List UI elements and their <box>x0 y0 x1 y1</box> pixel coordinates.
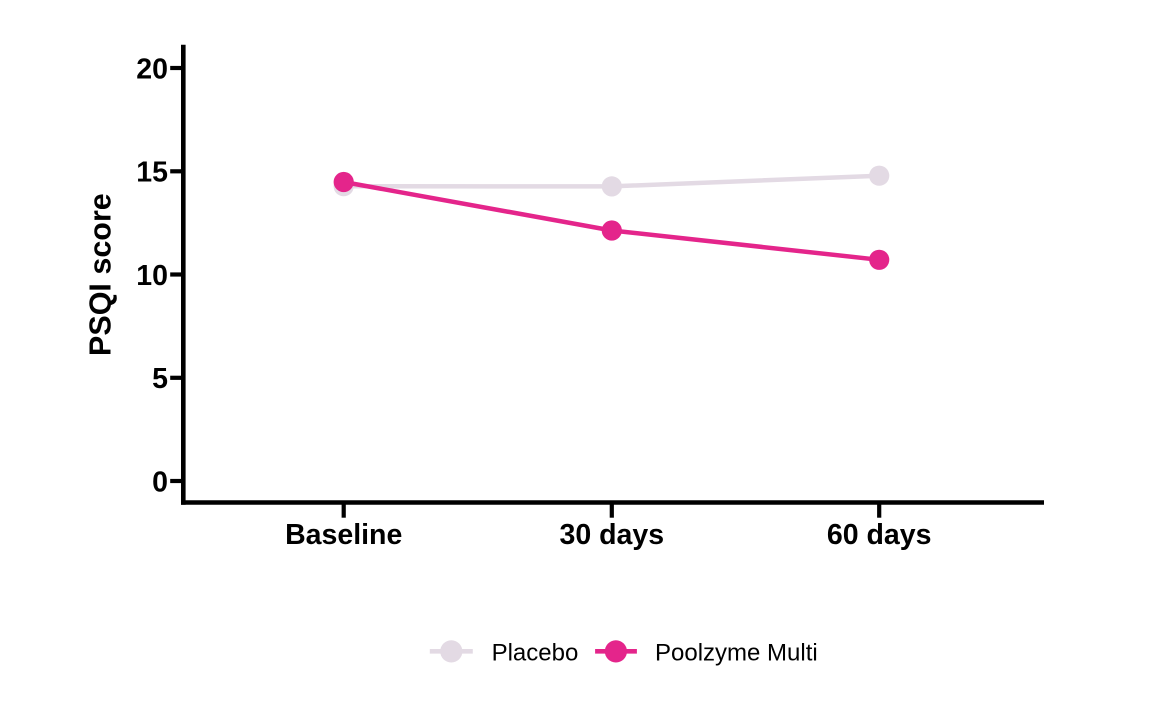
svg-text:30 days: 30 days <box>560 519 665 551</box>
svg-text:60 days: 60 days <box>827 519 932 551</box>
svg-text:20: 20 <box>136 53 168 85</box>
svg-text:PSQI score: PSQI score <box>84 193 118 356</box>
svg-text:15: 15 <box>136 157 168 189</box>
svg-text:Baseline: Baseline <box>285 519 402 551</box>
svg-text:Poolzyme Multi: Poolzyme Multi <box>655 640 818 667</box>
svg-text:5: 5 <box>152 363 168 395</box>
svg-text:0: 0 <box>152 466 168 498</box>
svg-text:10: 10 <box>136 260 168 292</box>
svg-text:Placebo: Placebo <box>492 640 579 667</box>
